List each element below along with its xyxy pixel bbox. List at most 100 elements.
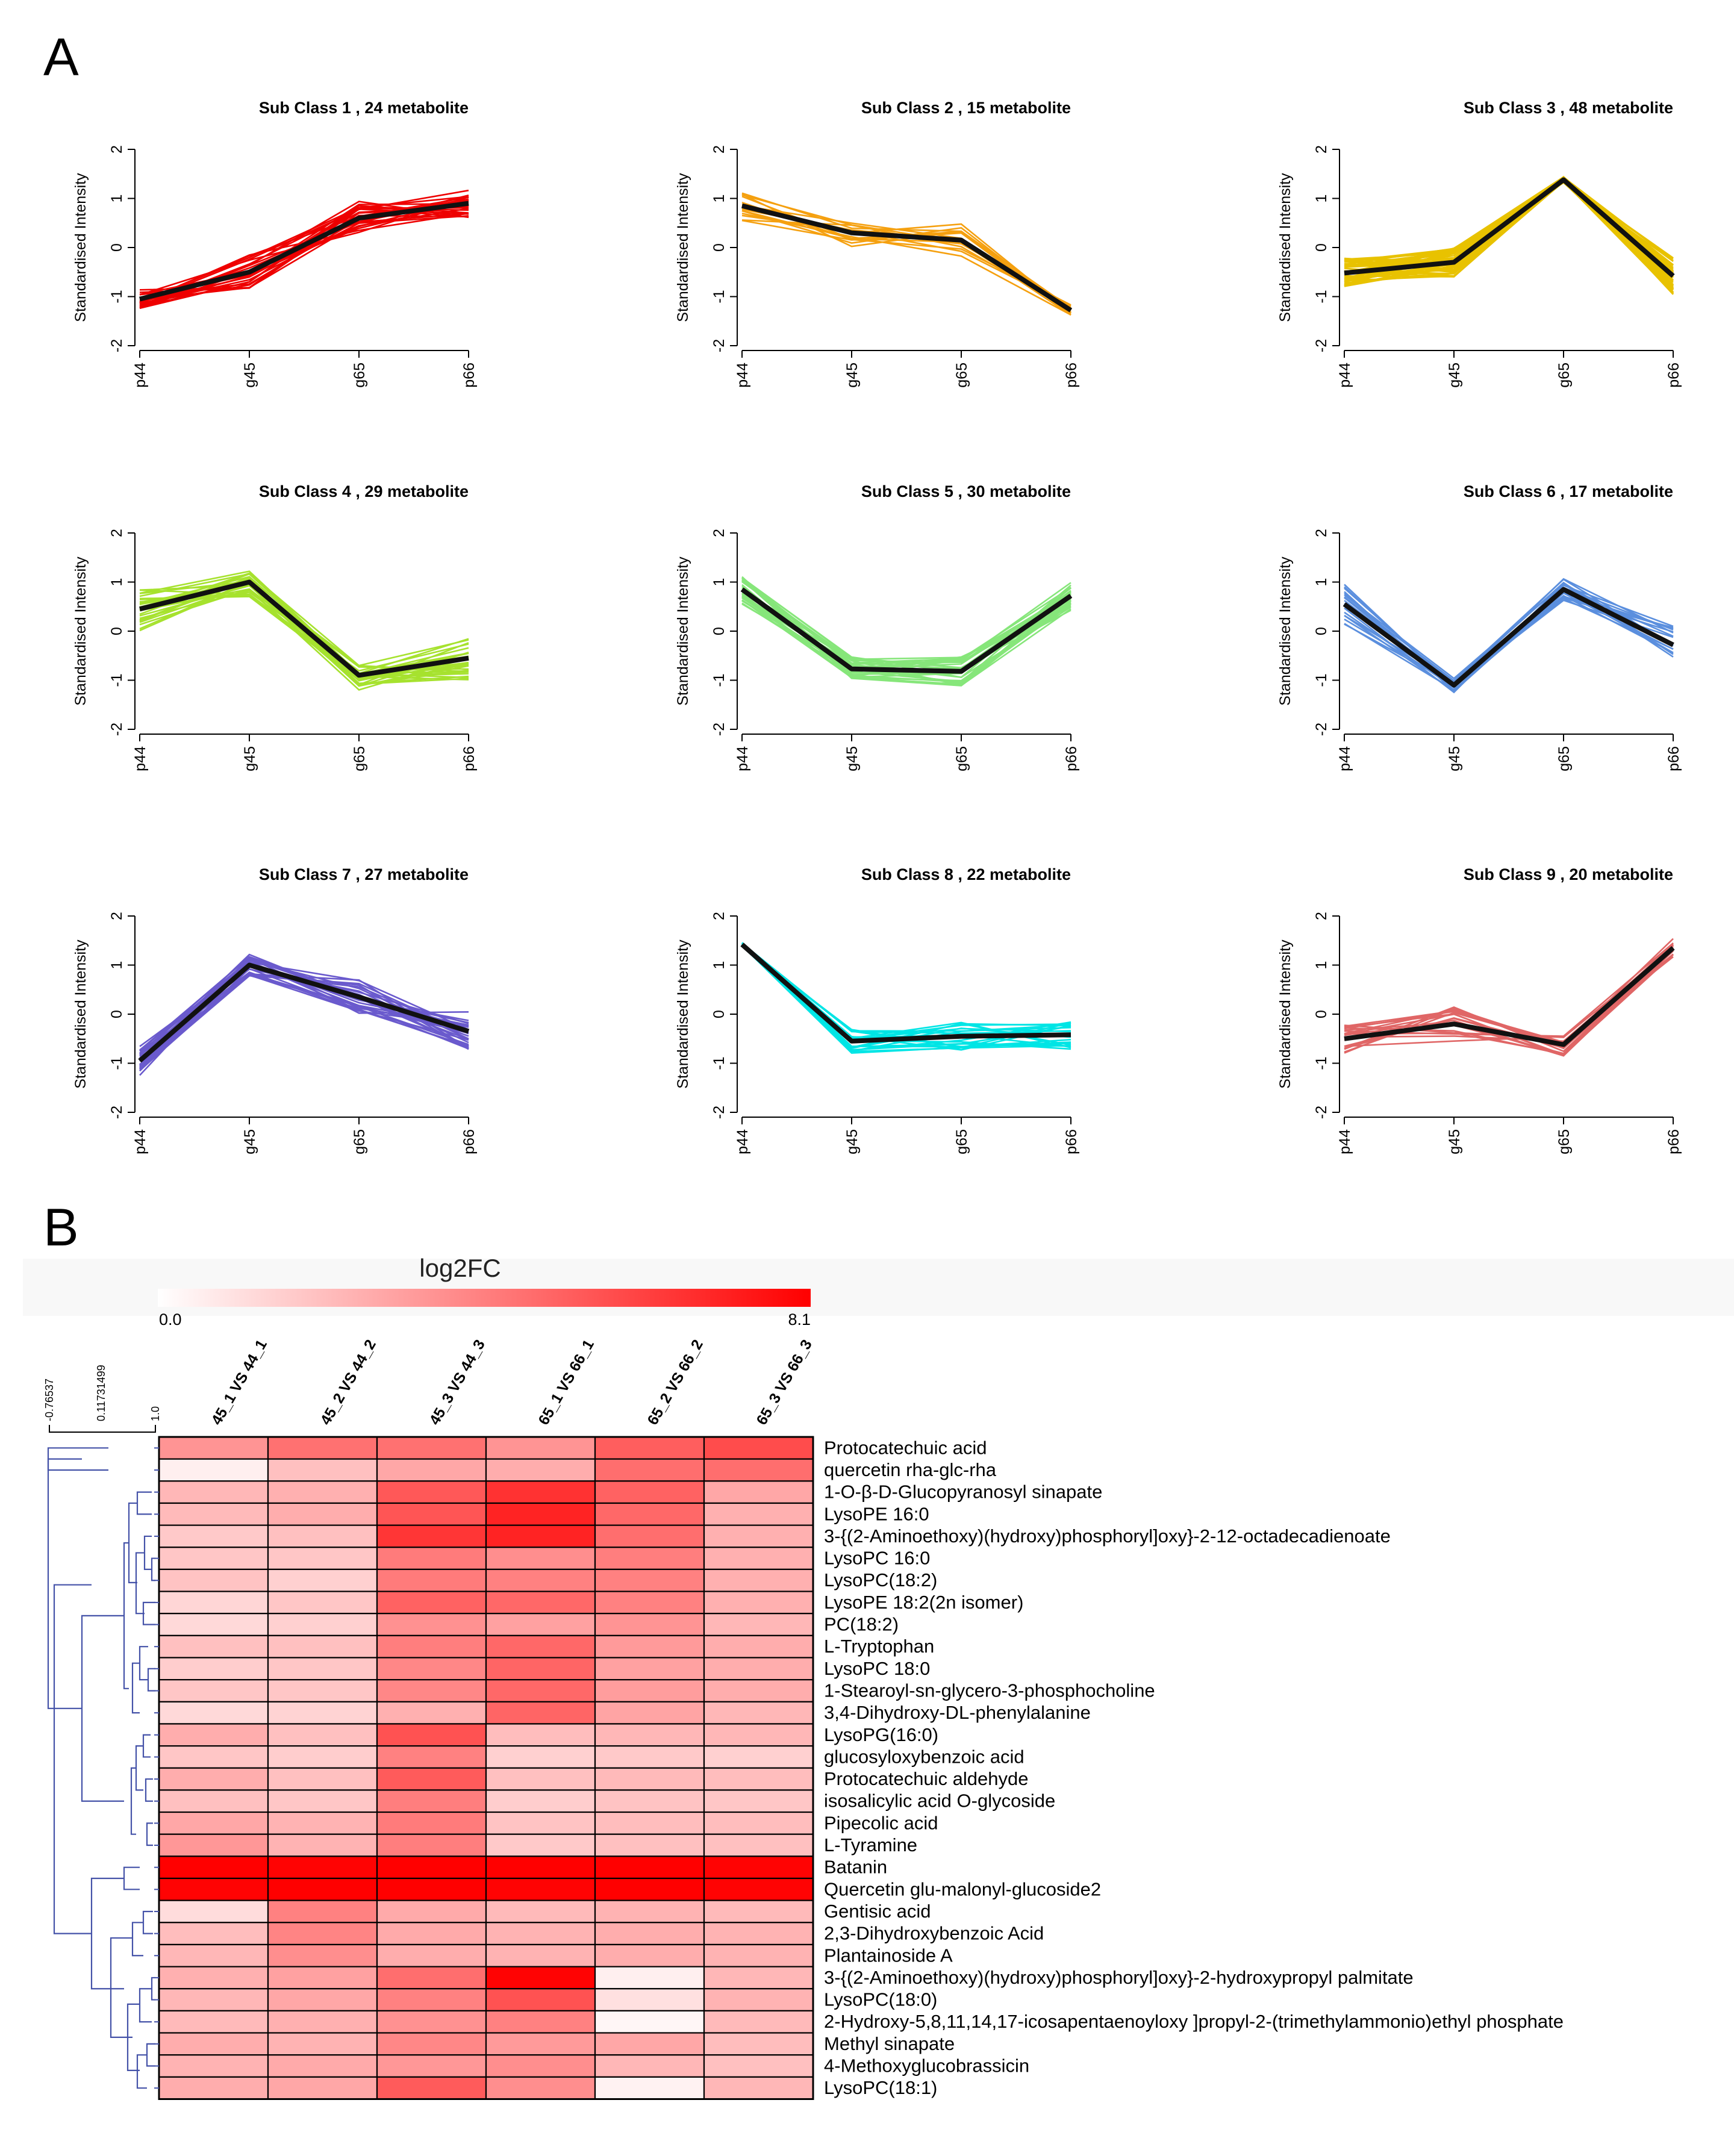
x-tick-label: p66 bbox=[1665, 363, 1682, 388]
heatmap-cell bbox=[703, 1613, 814, 1636]
heatmap-column-label: 65_1 VS 66_1 bbox=[535, 1337, 597, 1428]
y-tick-label: 2 bbox=[711, 145, 728, 154]
metabolite-profile-line bbox=[741, 193, 1071, 313]
subplot-title: Sub Class 6 , 17 metabolite bbox=[1464, 482, 1673, 500]
heatmap-cell bbox=[158, 1899, 269, 1924]
heatmap-cell bbox=[158, 1922, 269, 1946]
heatmap-row-label: 2-Hydroxy-5,8,11,14,17-icosapentaenoylox… bbox=[824, 2011, 1564, 2032]
heatmap-cell bbox=[594, 1988, 705, 2012]
y-tick-label: 2 bbox=[711, 912, 728, 920]
heatmap-row-label: Plantainoside A bbox=[824, 1945, 953, 1966]
heatmap-cell bbox=[267, 1811, 378, 1835]
heatmap-cell bbox=[485, 1568, 596, 1592]
heatmap-cell bbox=[703, 1458, 814, 1482]
heatmap-cell bbox=[594, 1833, 705, 1857]
y-tick-label: 2 bbox=[1313, 912, 1330, 920]
heatmap-cell bbox=[594, 2054, 705, 2078]
panel-b-heatmap: log2FC 0.0 8.1 45_1 VS 44_1 45_2 VS 44_2 45_3… bbox=[23, 1254, 1734, 2100]
heatmap-cell bbox=[485, 2032, 596, 2056]
subplot-4: Sub Class 2 , 15 metabolite -2 -1 0 1 2 Standa… bbox=[675, 99, 1080, 388]
heatmap-row-label: 1-Stearoyl-sn-glycero-3-phosphocholine bbox=[824, 1680, 1155, 1701]
heatmap-cell bbox=[376, 1811, 487, 1835]
heatmap-cell bbox=[485, 1634, 596, 1659]
x-tick-label: p66 bbox=[461, 363, 478, 388]
heatmap-cell bbox=[158, 1480, 269, 1504]
dendrogram-branch bbox=[151, 1977, 155, 2001]
y-tick-label: 1 bbox=[1313, 195, 1330, 203]
dendrogram-branch bbox=[151, 1557, 155, 1581]
metabolite-profile-line bbox=[139, 953, 469, 1061]
heatmap-cell bbox=[158, 1502, 269, 1526]
class-mean-line bbox=[139, 201, 469, 302]
heatmap-cell bbox=[703, 1480, 814, 1504]
heatmap-cell bbox=[376, 1833, 487, 1857]
heatmap-cell bbox=[594, 1966, 705, 1990]
subplot-6: Sub Class 8 , 22 metabolite -2 -1 0 1 2 Standa… bbox=[675, 865, 1080, 1154]
y-tick-label: 2 bbox=[108, 912, 125, 920]
metabolite-profile-line bbox=[1344, 578, 1674, 682]
heatmap-cell bbox=[158, 1436, 269, 1460]
y-tick-label: -2 bbox=[711, 723, 728, 736]
y-tick-label: 2 bbox=[1313, 529, 1330, 537]
dendrogram-branch bbox=[110, 1937, 133, 2038]
heatmap-cell bbox=[267, 1679, 378, 1703]
heatmap-cell bbox=[158, 1701, 269, 1725]
dendrogram-scale-bar bbox=[49, 1425, 156, 1433]
dendrogram-scale-label: -0.76537 bbox=[43, 1379, 55, 1421]
heatmap-cell bbox=[267, 1480, 378, 1504]
metabolite-profile-line bbox=[139, 958, 469, 1054]
heatmap-cell bbox=[703, 2010, 814, 2034]
heatmap-cell bbox=[485, 2076, 596, 2100]
x-tick-label: p66 bbox=[1063, 1129, 1080, 1154]
heatmap-cell bbox=[703, 1789, 814, 1813]
heatmap-cell bbox=[376, 1657, 487, 1681]
heatmap-cell bbox=[267, 1789, 378, 1813]
y-tick-label: 0 bbox=[108, 243, 125, 252]
metabolite-profile-line bbox=[139, 196, 469, 304]
heatmap-cell bbox=[703, 1745, 814, 1769]
heatmap-cell bbox=[267, 1966, 378, 1990]
heatmap-cell bbox=[158, 1966, 269, 1990]
heatmap-cell bbox=[594, 1634, 705, 1659]
heatmap-cell bbox=[376, 1547, 487, 1571]
x-tick-label: g45 bbox=[1446, 363, 1463, 388]
heatmap-cell bbox=[594, 1524, 705, 1548]
y-tick-label: 0 bbox=[108, 1010, 125, 1018]
heatmap-cell bbox=[267, 1657, 378, 1681]
heatmap-cell bbox=[376, 2054, 487, 2078]
subplot-title: Sub Class 2 , 15 metabolite bbox=[861, 99, 1071, 117]
class-mean-line bbox=[740, 942, 1071, 1044]
heatmap-cell bbox=[703, 2032, 814, 2056]
heatmap-cell bbox=[267, 1458, 378, 1482]
x-tick-label: p44 bbox=[734, 1129, 751, 1154]
heatmap-row-label: LysoPC 18:0 bbox=[824, 1658, 930, 1679]
heatmap-cell bbox=[485, 1502, 596, 1526]
heatmap-row-label: LysoPC(18:1) bbox=[824, 2077, 937, 2098]
x-tick-label: p66 bbox=[461, 746, 478, 771]
dendrogram-branch bbox=[146, 1822, 153, 1846]
x-tick-label: p44 bbox=[1336, 363, 1353, 388]
y-tick-label: 1 bbox=[1313, 961, 1330, 970]
y-tick-label: 0 bbox=[1313, 627, 1330, 635]
heatmap-cell bbox=[703, 1547, 814, 1571]
heatmap-cell bbox=[703, 1966, 814, 1990]
y-axis-label: Standardised Intensity bbox=[675, 556, 691, 706]
heatmap-cell bbox=[594, 2010, 705, 2034]
metabolite-profile-line bbox=[741, 194, 1071, 311]
dendrogram-branch bbox=[123, 1542, 129, 1689]
subplot-7: Sub Class 3 , 48 metabolite -2 -1 0 1 2 Standa… bbox=[1277, 99, 1682, 388]
metabolite-profile-line bbox=[139, 961, 469, 1057]
y-tick-label: 1 bbox=[711, 195, 728, 203]
y-tick-label: 1 bbox=[711, 961, 728, 970]
subplot-title: Sub Class 7 , 27 metabolite bbox=[259, 865, 469, 883]
dendrogram-branch bbox=[135, 1745, 143, 1791]
heatmap-column-label: 65_2 VS 66_2 bbox=[644, 1337, 706, 1428]
heatmap-cell bbox=[267, 2054, 378, 2078]
heatmap-cell bbox=[158, 1591, 269, 1615]
heatmap-row-label: 3-{(2-Aminoethoxy)(hydroxy)phosphoryl]ox… bbox=[824, 1967, 1414, 1988]
heatmap-cell bbox=[485, 1591, 596, 1615]
y-tick-label: -2 bbox=[1313, 1106, 1330, 1119]
heatmap-cell bbox=[703, 1877, 814, 1901]
heatmap-cell bbox=[376, 1877, 487, 1901]
heatmap-cell bbox=[158, 1547, 269, 1571]
